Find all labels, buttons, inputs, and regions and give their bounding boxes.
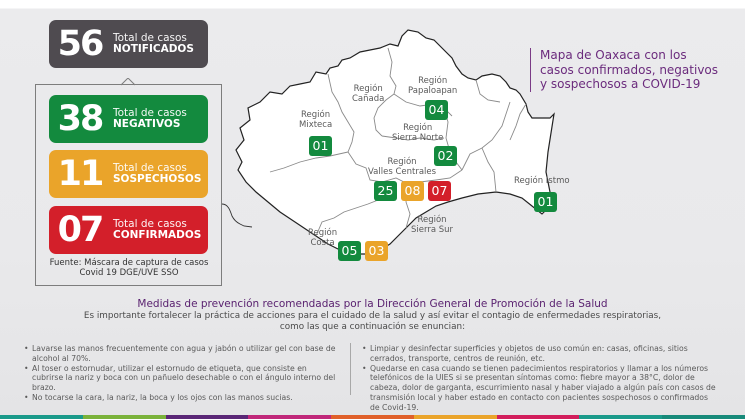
prevention-item: Al toser o estornudar, utilizar el estor…	[24, 364, 339, 393]
notificados-label-1: Total de casos	[113, 31, 187, 44]
negativos-label-1: Total de casos	[113, 106, 187, 119]
confirmados-label-1: Total de casos	[113, 217, 187, 230]
prevention-item: No tocarse la cara, la nariz, la boca y …	[24, 393, 339, 403]
map-title: Mapa de Oaxaca con los casos confirmados…	[530, 48, 720, 92]
sospechosos-label-2: SOSPECHOSOS	[113, 173, 202, 185]
summary-frame	[35, 84, 222, 286]
confirmados-count: 07	[57, 209, 105, 250]
confirmados-box: 07 Total de casos CONFIRMADOS	[49, 206, 208, 254]
region-label-valles-centrales: Región Valles Centrales	[368, 157, 437, 177]
region-label-istmo: Región Istmo	[514, 176, 570, 186]
connector-line	[222, 203, 253, 228]
data-source-note: Fuente: Máscara de captura de casos Covi…	[49, 258, 209, 279]
negativos-count: 38	[57, 98, 105, 139]
sospechosos-count: 11	[57, 153, 105, 194]
badge-valles-confirmados: 07	[428, 181, 451, 201]
stripe-segment	[0, 415, 83, 419]
badge-costa-sospechosos: 03	[365, 241, 388, 261]
negativos-label-2: NEGATIVOS	[113, 118, 181, 130]
frame-notch	[121, 78, 135, 86]
prevention-item: Lavarse las manos frecuentemente con agu…	[24, 344, 339, 364]
stripe-segment	[662, 415, 745, 419]
badge-valles-sospechosos: 08	[401, 181, 424, 201]
region-label-costa: Región Costa	[308, 228, 338, 248]
badge-papaloapan-negativos: 04	[425, 100, 448, 120]
confirmados-label-2: CONFIRMADOS	[113, 229, 202, 241]
stripe-segment	[165, 415, 249, 419]
badge-mixteca-negativos: 01	[309, 136, 332, 156]
stripe-segment	[579, 415, 663, 419]
region-label-canada: Región Cañada	[352, 84, 385, 104]
notificados-box: 56 Total de casos NOTIFICADOS	[49, 20, 208, 68]
notificados-count: 56	[57, 23, 105, 64]
stripe-segment	[82, 415, 166, 419]
region-label-mixteca: Región Mixteca	[299, 110, 333, 130]
region-label-sierra-norte: Región Sierra Norte	[392, 123, 444, 143]
badge-sierra-norte-negativos: 02	[434, 146, 457, 166]
prevention-title: Medidas de prevención recomendadas por l…	[137, 298, 608, 310]
region-label-papaloapan: Región Papaloapan	[408, 76, 458, 96]
badge-valles-negativos: 25	[374, 181, 397, 201]
badge-istmo-negativos: 01	[534, 192, 557, 212]
prevention-list-left: Lavarse las manos frecuentemente con agu…	[24, 344, 339, 403]
oaxaca-map: Región Cañada Región Papaloapan 04 Región M…	[230, 22, 570, 292]
badge-costa-negativos: 05	[338, 241, 361, 261]
prevention-list-right: Limpiar y desinfectar superficies y obje…	[362, 344, 717, 412]
negativos-box: 38 Total de casos NEGATIVOS	[49, 95, 208, 143]
region-label-sierra-sur: Región Sierra Sur	[411, 215, 454, 235]
stripe-segment	[413, 415, 497, 419]
prevention-item: Limpiar y desinfectar superficies y obje…	[362, 344, 717, 364]
column-divider	[350, 343, 351, 395]
stripe-segment	[248, 415, 332, 419]
color-stripe	[0, 415, 745, 419]
stripe-segment	[331, 415, 414, 419]
prevention-subtitle: Es importante fortalecer la práctica de …	[83, 311, 662, 332]
prevention-item: Quedarse en casa cuando se tienen padeci…	[362, 364, 717, 413]
oaxaca-map-shape	[235, 29, 555, 255]
notificados-label-2: NOTIFICADOS	[113, 43, 194, 55]
stripe-segment	[496, 415, 580, 419]
sospechosos-label-1: Total de casos	[113, 161, 187, 174]
sospechosos-box: 11 Total de casos SOSPECHOSOS	[49, 150, 208, 198]
